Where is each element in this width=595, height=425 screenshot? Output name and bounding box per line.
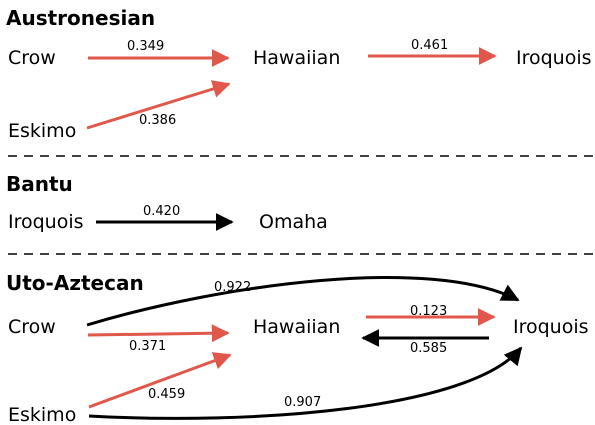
node-iroquois: Iroquois	[513, 316, 589, 338]
edge-weight-hawaiian-iroquois: 0.123	[410, 304, 447, 319]
node-eskimo: Eskimo	[8, 404, 76, 425]
section-title-uto-aztecan: Uto-Aztecan	[6, 271, 144, 295]
node-crow: Crow	[8, 47, 56, 69]
edge-crow-hawaiian	[87, 324, 230, 343]
edge-eskimo-hawaiian	[88, 352, 232, 409]
section-bantu: Bantu Iroquois Omaha 0.420	[6, 172, 328, 233]
edge-eskimo-hawaiian	[86, 80, 231, 130]
edge-weight-hawaiian-iroquois: 0.461	[411, 38, 448, 53]
section-uto-aztecan: Uto-Aztecan Crow Hawaiian Iroquois Eskim…	[6, 271, 589, 425]
edge-weight-iroquois-hawaiian: 0.585	[410, 341, 447, 356]
node-eskimo: Eskimo	[8, 120, 76, 142]
edge-weight-crow-iroquois: 0.922	[214, 280, 251, 295]
section-austronesian: Austronesian Crow Hawaiian Iroquois Eski…	[6, 6, 592, 142]
edge-weight-crow-hawaiian: 0.371	[129, 339, 166, 354]
section-title-bantu: Bantu	[6, 172, 73, 196]
edge-weight-crow-hawaiian: 0.349	[127, 39, 164, 54]
node-hawaiian: Hawaiian	[253, 47, 340, 69]
edge-eskimo-iroquois	[88, 346, 523, 420]
edge-weight-iroquois-omaha: 0.420	[143, 204, 180, 219]
edge-weight-eskimo-hawaiian: 0.459	[148, 387, 185, 402]
node-hawaiian: Hawaiian	[253, 316, 340, 338]
node-iroquois: Iroquois	[8, 211, 84, 233]
edge-weight-eskimo-hawaiian: 0.386	[139, 113, 176, 128]
node-omaha: Omaha	[259, 211, 328, 233]
node-crow: Crow	[8, 316, 56, 338]
edge-weight-eskimo-iroquois: 0.907	[284, 395, 321, 410]
edge-crow-iroquois	[86, 276, 520, 327]
node-iroquois: Iroquois	[516, 47, 592, 69]
section-title-austronesian: Austronesian	[6, 6, 155, 30]
